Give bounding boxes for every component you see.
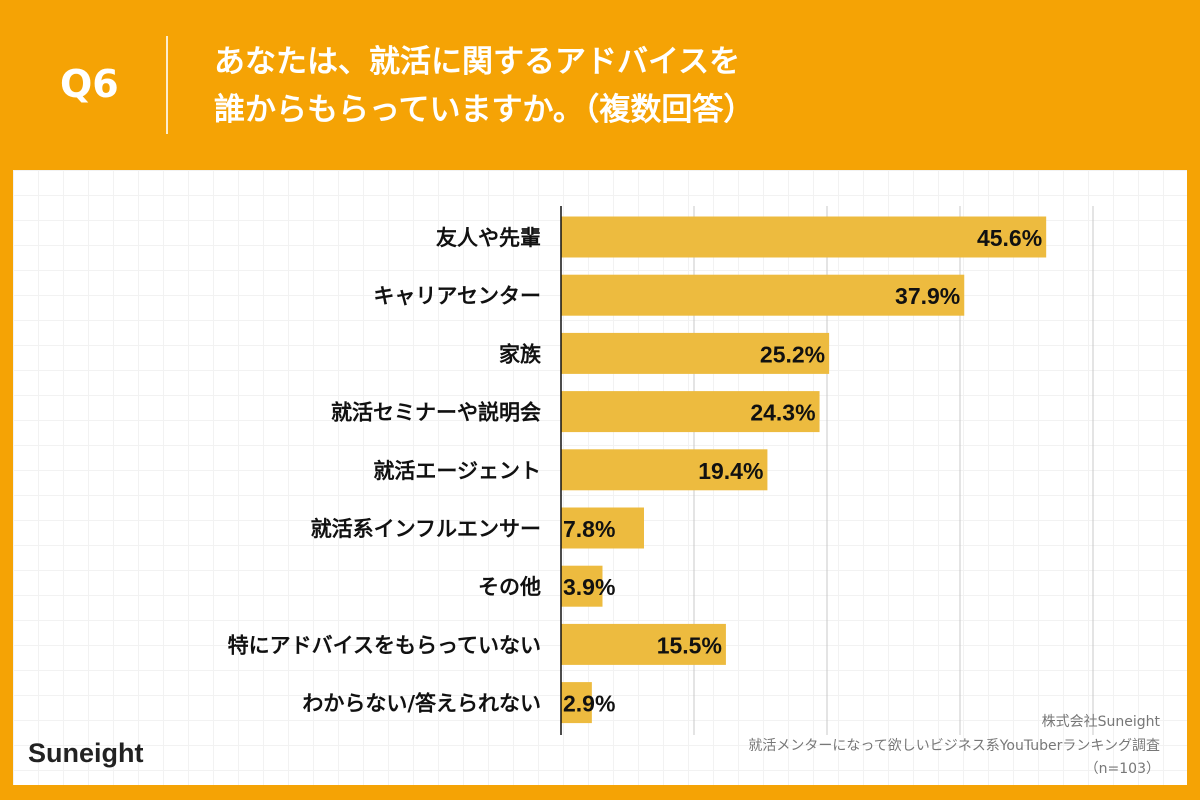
category-label: 就活エージェント xyxy=(373,459,541,483)
data-label: 37.9% xyxy=(895,283,960,309)
category-label: キャリアセンター xyxy=(373,284,541,308)
bar xyxy=(561,682,592,724)
question-number: Q6 xyxy=(60,62,119,106)
category-label: 友人や先輩 xyxy=(436,226,541,250)
category-label: 家族 xyxy=(499,342,542,366)
category-label: わからない/答えられない xyxy=(302,692,541,716)
data-label: 15.5% xyxy=(657,632,722,658)
bar xyxy=(561,216,1047,258)
source-survey: 就活メンターになって欲しいビジネス系YouTuberランキング調査 xyxy=(748,738,1160,754)
data-label: 25.2% xyxy=(760,341,825,367)
data-label: 2.9% xyxy=(563,691,615,717)
bar xyxy=(561,507,644,549)
data-label: 3.9% xyxy=(563,574,615,600)
category-label: 就活系インフルエンサー xyxy=(311,517,541,541)
data-label: 7.8% xyxy=(563,516,615,542)
divider xyxy=(166,36,168,134)
bar xyxy=(561,391,820,433)
logo: Suneight xyxy=(28,738,144,768)
data-label: 45.6% xyxy=(977,225,1042,251)
chart-title: あなたは、就活に関するアドバイスを 誰からもらっていますか。（複数回答） xyxy=(214,38,754,134)
title-line-2: 誰からもらっていますか。（複数回答） xyxy=(214,92,755,128)
data-label: 24.3% xyxy=(750,400,815,426)
title-line-1: あなたは、就活に関するアドバイスを xyxy=(214,44,741,80)
bar xyxy=(561,274,965,316)
bar xyxy=(561,449,768,491)
bar xyxy=(561,565,603,607)
source-sample: （n=103） xyxy=(1084,761,1160,777)
bar xyxy=(561,332,830,374)
category-label: 特にアドバイスをもらっていない xyxy=(228,633,541,657)
category-label: 就活セミナーや説明会 xyxy=(331,401,541,425)
source-company: 株式会社Suneight xyxy=(1041,714,1160,730)
data-label: 19.4% xyxy=(698,458,763,484)
category-label: その他 xyxy=(478,575,541,599)
bar xyxy=(561,623,726,665)
